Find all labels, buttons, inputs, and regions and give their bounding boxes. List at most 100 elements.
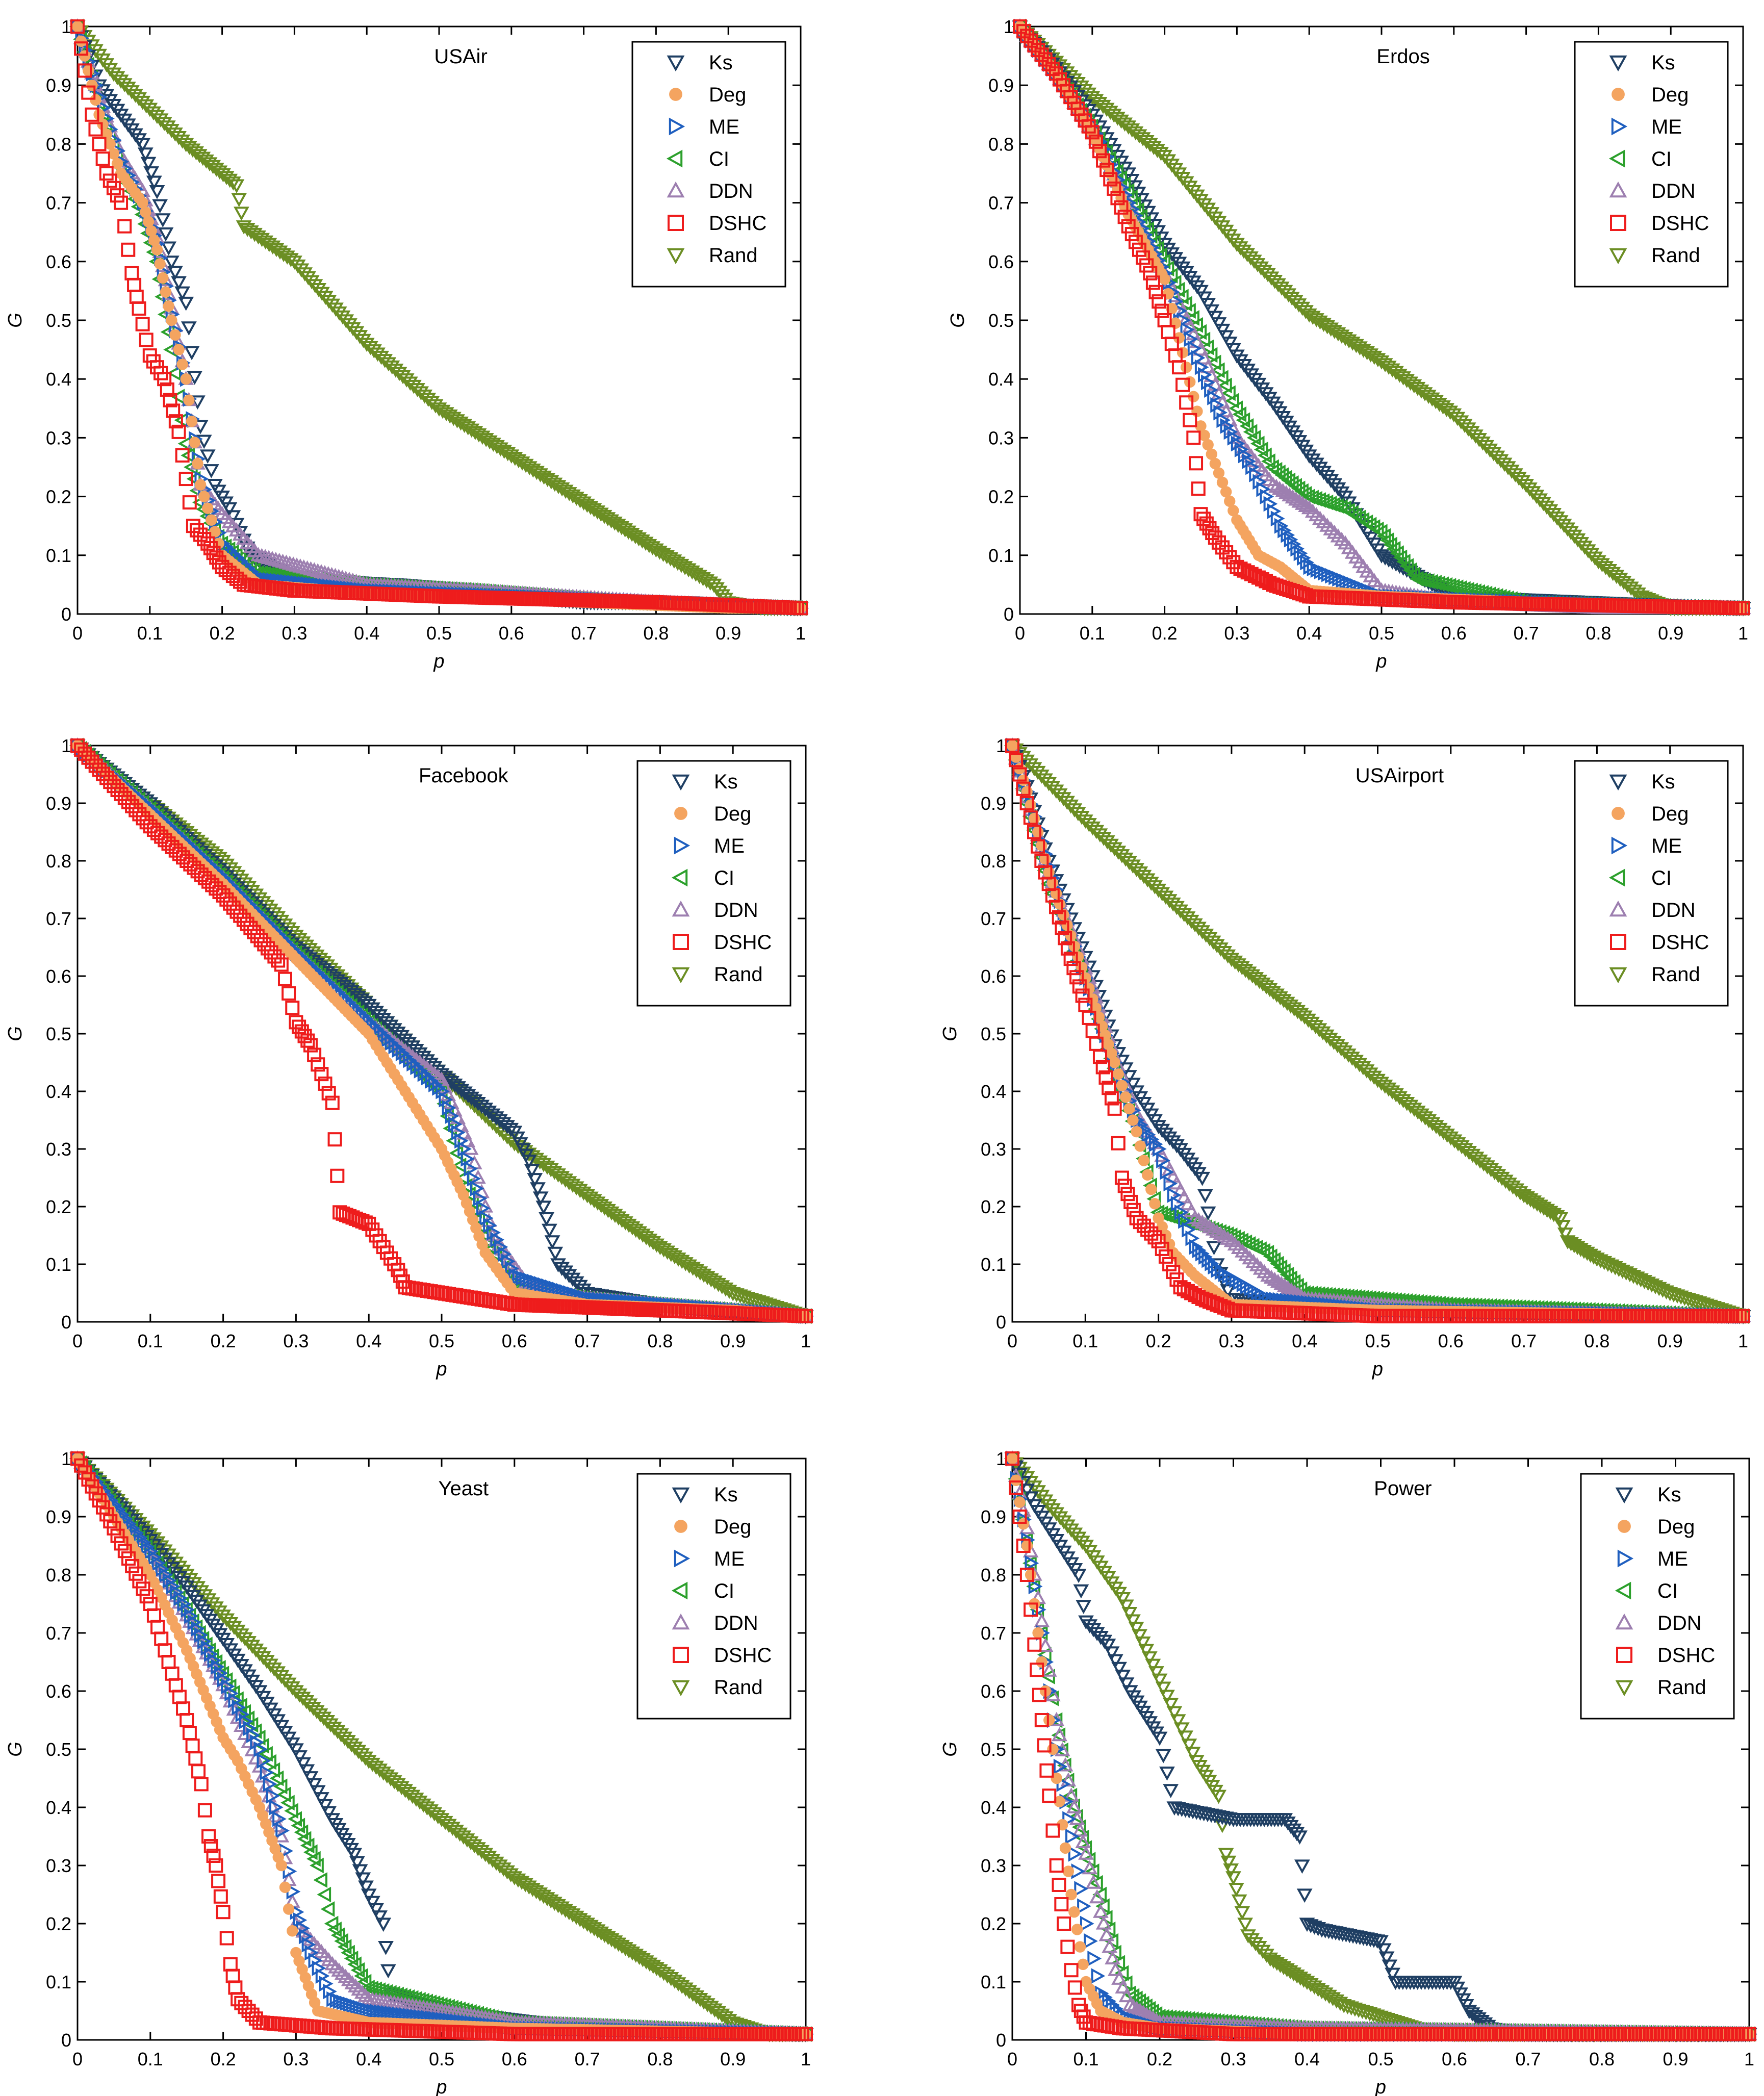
data-point xyxy=(234,207,249,221)
y-tick-label: 0.2 xyxy=(981,1196,1006,1217)
data-point xyxy=(221,502,238,517)
x-tick-label: 0.8 xyxy=(1586,623,1611,644)
y-tick-label: 0.5 xyxy=(981,1024,1006,1044)
data-point xyxy=(687,568,704,582)
x-tick-label: 0.7 xyxy=(575,1331,600,1351)
data-point xyxy=(142,103,158,117)
y-tick-label: 0.6 xyxy=(988,251,1014,272)
data-point xyxy=(345,322,361,337)
legend-marker xyxy=(1612,88,1625,101)
data-point xyxy=(617,523,633,538)
data-point xyxy=(297,267,313,282)
data-point xyxy=(173,344,185,355)
data-point xyxy=(99,166,114,181)
data-point xyxy=(167,266,183,280)
y-tick-label: 0.3 xyxy=(988,427,1014,448)
legend-label: ME xyxy=(714,835,745,857)
data-point xyxy=(287,255,302,270)
data-point xyxy=(149,110,165,124)
data-point xyxy=(178,472,193,487)
legend-label: Rand xyxy=(709,244,758,267)
legend-label: CI xyxy=(709,148,729,170)
data-point xyxy=(182,495,197,510)
x-tick-label: 0.3 xyxy=(1224,623,1249,644)
data-point xyxy=(187,370,203,385)
x-tick-label: 0.2 xyxy=(1152,623,1178,644)
y-tick-label: 0.8 xyxy=(988,134,1014,155)
data-point xyxy=(335,310,351,325)
data-point xyxy=(228,179,245,194)
data-point xyxy=(140,206,151,218)
data-point xyxy=(70,19,85,34)
data-point xyxy=(106,181,121,195)
x-tick-label: 0.2 xyxy=(210,623,235,644)
x-tick-label: 0.6 xyxy=(1438,1331,1464,1351)
data-point xyxy=(145,106,162,121)
data-point xyxy=(634,534,650,549)
y-tick-label: 0.2 xyxy=(988,487,1014,507)
legend-label: DSHC xyxy=(714,931,772,954)
x-tick-label: 0.3 xyxy=(282,623,307,644)
legend-label: DDN xyxy=(1651,180,1696,202)
x-tick-label: 0.5 xyxy=(426,623,452,644)
data-point xyxy=(160,120,176,135)
y-tick-label: 0.7 xyxy=(46,908,71,929)
x-tick-label: 0.1 xyxy=(1080,623,1105,644)
data-point xyxy=(641,539,657,553)
data-point xyxy=(146,175,162,190)
data-point xyxy=(131,92,147,107)
y-tick-label: 0 xyxy=(1004,604,1014,625)
chart-title: USAirport xyxy=(1356,764,1444,787)
data-point xyxy=(233,574,248,589)
legend-label: Rand xyxy=(714,963,763,986)
x-tick-label: 0.5 xyxy=(429,1331,454,1351)
data-point xyxy=(355,334,371,348)
data-point xyxy=(603,514,620,529)
data-point xyxy=(111,158,123,169)
data-point xyxy=(1220,486,1232,498)
x-tick-label: 0.8 xyxy=(1584,1331,1609,1351)
x-tick-label: 0 xyxy=(72,623,83,644)
x-tick-label: 0.3 xyxy=(283,1331,309,1351)
y-tick-label: 0.8 xyxy=(46,134,71,155)
x-tick-label: 0.6 xyxy=(502,1331,527,1351)
y-tick-label: 0 xyxy=(996,1312,1006,1333)
data-point xyxy=(123,85,140,99)
data-point xyxy=(79,50,91,62)
y-tick-label: 0.1 xyxy=(988,545,1014,566)
data-point xyxy=(1224,495,1236,507)
data-point xyxy=(93,109,105,121)
data-point xyxy=(120,82,136,96)
data-point xyxy=(149,185,165,199)
legend-label: DDN xyxy=(714,899,758,922)
legend-label: CI xyxy=(714,867,734,889)
data-point xyxy=(795,602,807,614)
x-tick-label: 1 xyxy=(1738,1331,1748,1351)
data-point xyxy=(1209,457,1221,470)
y-tick-label: 0.1 xyxy=(46,1254,71,1275)
data-point xyxy=(74,41,89,56)
data-point xyxy=(108,148,120,160)
data-point xyxy=(1195,420,1207,432)
data-point xyxy=(659,550,675,565)
data-point xyxy=(673,558,689,573)
data-point xyxy=(800,1310,812,1322)
data-point xyxy=(71,20,84,33)
data-point xyxy=(225,176,241,191)
x-tick-label: 0.4 xyxy=(354,623,379,644)
data-point xyxy=(127,89,143,103)
data-point xyxy=(579,498,595,513)
data-point xyxy=(148,235,160,246)
data-point xyxy=(645,541,661,556)
data-point xyxy=(135,317,150,331)
data-point xyxy=(135,95,151,110)
x-tick-label: 0 xyxy=(1015,623,1025,644)
data-point xyxy=(78,63,92,78)
data-point xyxy=(198,491,210,502)
data-point xyxy=(178,296,194,311)
y-tick-label: 0.1 xyxy=(981,1254,1006,1275)
data-point xyxy=(90,94,101,106)
